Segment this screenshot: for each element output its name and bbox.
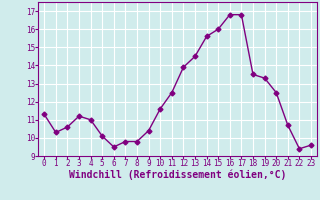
X-axis label: Windchill (Refroidissement éolien,°C): Windchill (Refroidissement éolien,°C) <box>69 170 286 180</box>
